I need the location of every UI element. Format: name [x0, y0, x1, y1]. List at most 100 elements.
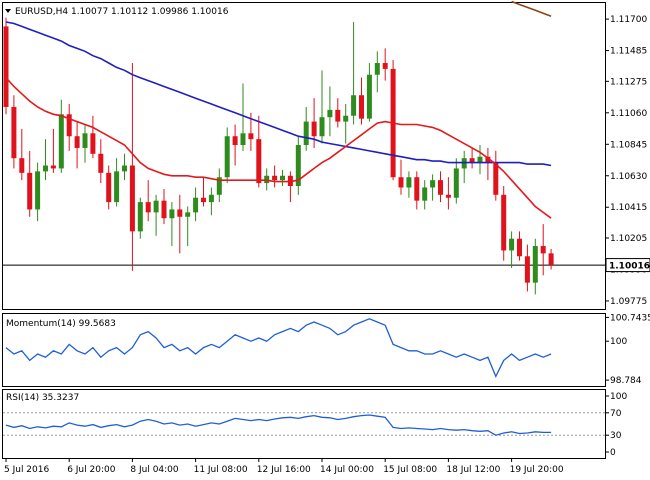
bullish-candle-body — [185, 212, 191, 217]
current-price-tag — [605, 258, 650, 273]
moving-averages-layer — [5, 0, 552, 219]
rsi-tick-label: 0 — [610, 448, 616, 458]
bearish-candle-body — [485, 156, 491, 163]
bearish-candle-body — [517, 238, 522, 257]
bearish-candle-body — [548, 253, 554, 266]
bearish-candle-body — [90, 133, 96, 154]
bullish-candle-body — [295, 145, 301, 187]
bullish-candle-body — [280, 175, 285, 181]
bearish-candle-body — [335, 109, 341, 122]
momentum-tick-label: 100 — [610, 337, 627, 347]
bearish-candle-body — [11, 106, 17, 159]
current-price-label: 1.10016 — [609, 262, 650, 272]
bearish-candle-body — [3, 26, 9, 107]
symbol-header: EURUSD,H4 1.10077 1.10112 1.09986 1.1001… — [15, 7, 229, 17]
bearish-candle-body — [414, 177, 420, 201]
bullish-candle-body — [58, 114, 64, 169]
price-tick-label: 1.10205 — [610, 234, 647, 244]
bearish-candle-body — [256, 139, 262, 184]
bearish-candle-body — [129, 165, 135, 232]
bullish-candle-body — [43, 165, 48, 172]
price-tick-label: 1.10845 — [610, 140, 647, 150]
bearish-candle-body — [177, 209, 183, 217]
price-tick-label: 1.09775 — [610, 297, 647, 307]
momentum-tick-label: 100.7435 — [610, 313, 650, 323]
rsi-tick-label: 100 — [610, 392, 627, 402]
rsi-panel-frame — [2, 389, 606, 459]
bearish-candle-body — [201, 197, 206, 203]
bullish-candle-body — [351, 95, 357, 116]
price-tick-label: 1.11700 — [610, 15, 647, 25]
slow-moving-average-line — [5, 21, 552, 167]
bullish-candle-body — [240, 133, 246, 146]
rsi-tick-label: 70 — [610, 409, 622, 419]
bearish-candle-body — [438, 180, 443, 195]
time-tick-label: 19 Jul 20:00 — [510, 465, 564, 475]
price-tick-label: 1.10415 — [610, 203, 647, 213]
bearish-candle-body — [248, 133, 254, 140]
bearish-candle-body — [493, 162, 499, 195]
rsi-tick-label: 30 — [610, 431, 622, 441]
price-tick-label: 1.11060 — [610, 109, 647, 119]
time-tick-label: 18 Jul 12:00 — [446, 465, 500, 475]
bullish-candle-body — [366, 74, 372, 119]
bullish-candle-body — [343, 115, 349, 122]
rsi-label: RSI(14) 35.3237 — [6, 393, 79, 403]
bearish-candle-body — [74, 136, 80, 148]
bearish-candle-body — [98, 153, 104, 173]
bearish-candle-body — [27, 172, 33, 210]
rsi-line — [5, 414, 552, 436]
bearish-candle-body — [359, 95, 364, 119]
bullish-candle-body — [422, 187, 428, 201]
bearish-candle-body — [311, 121, 317, 137]
fast-moving-average-line — [5, 77, 552, 219]
bullish-candle-body — [406, 177, 412, 188]
grid-layer — [3, 264, 605, 436]
bearish-candle-body — [66, 114, 72, 137]
bullish-candle-body — [137, 202, 143, 232]
axis-labels-layer: 1.11700 1.11485 1.11275 1.11060 1.10845 1.106… — [4, 15, 650, 475]
bullish-candle-body — [224, 136, 230, 178]
bullish-candle-body — [532, 246, 538, 283]
time-tick-label: 14 Jul 00:00 — [320, 465, 374, 475]
bearish-candle-body — [50, 165, 56, 169]
bullish-candle-body — [122, 165, 127, 172]
bullish-candle-body — [453, 168, 459, 198]
bearish-candle-body — [469, 158, 475, 163]
bullish-candle-body — [82, 133, 88, 148]
time-tick-label: 6 Jul 20:00 — [67, 465, 116, 475]
bullish-candle-body — [430, 180, 436, 188]
price-tick-label: 1.10630 — [610, 172, 647, 182]
bullish-candle-body — [169, 209, 175, 219]
bullish-candle-body — [193, 197, 199, 213]
time-tick-label: 12 Jul 16:00 — [257, 465, 311, 475]
bearish-candle-body — [524, 256, 530, 283]
bullish-candle-body — [153, 200, 159, 213]
price-tick-label: 1.11485 — [610, 47, 647, 57]
bearish-candle-body — [501, 194, 507, 251]
bullish-candle-body — [114, 171, 120, 203]
dropdown-triangle-icon[interactable] — [5, 9, 11, 13]
bearish-candle-body — [19, 158, 25, 173]
bullish-candle-body — [477, 156, 483, 163]
bullish-candle-body — [374, 63, 380, 75]
time-tick-label: 8 Jul 04:00 — [130, 465, 179, 475]
momentum-line — [5, 318, 552, 378]
time-tick-label: 5 Jul 2016 — [4, 465, 49, 475]
bearish-candle-body — [145, 202, 151, 213]
bullish-candle-body — [216, 177, 222, 195]
price-tick-label: 1.11275 — [610, 77, 647, 87]
time-tick-label: 11 Jul 08:00 — [194, 465, 248, 475]
bullish-candle-body — [319, 117, 325, 137]
bullish-candle-body — [327, 109, 333, 118]
bearish-candle-body — [398, 177, 404, 188]
bearish-candle-body — [272, 175, 278, 181]
momentum-panel-frame — [2, 313, 606, 387]
bearish-candle-body — [106, 172, 112, 203]
bullish-candle-body — [208, 194, 214, 203]
bearish-candle-body — [540, 246, 546, 254]
bearish-candle-body — [445, 194, 451, 198]
time-tick-label: 15 Jul 08:00 — [383, 465, 437, 475]
bullish-candle-body — [35, 171, 41, 210]
